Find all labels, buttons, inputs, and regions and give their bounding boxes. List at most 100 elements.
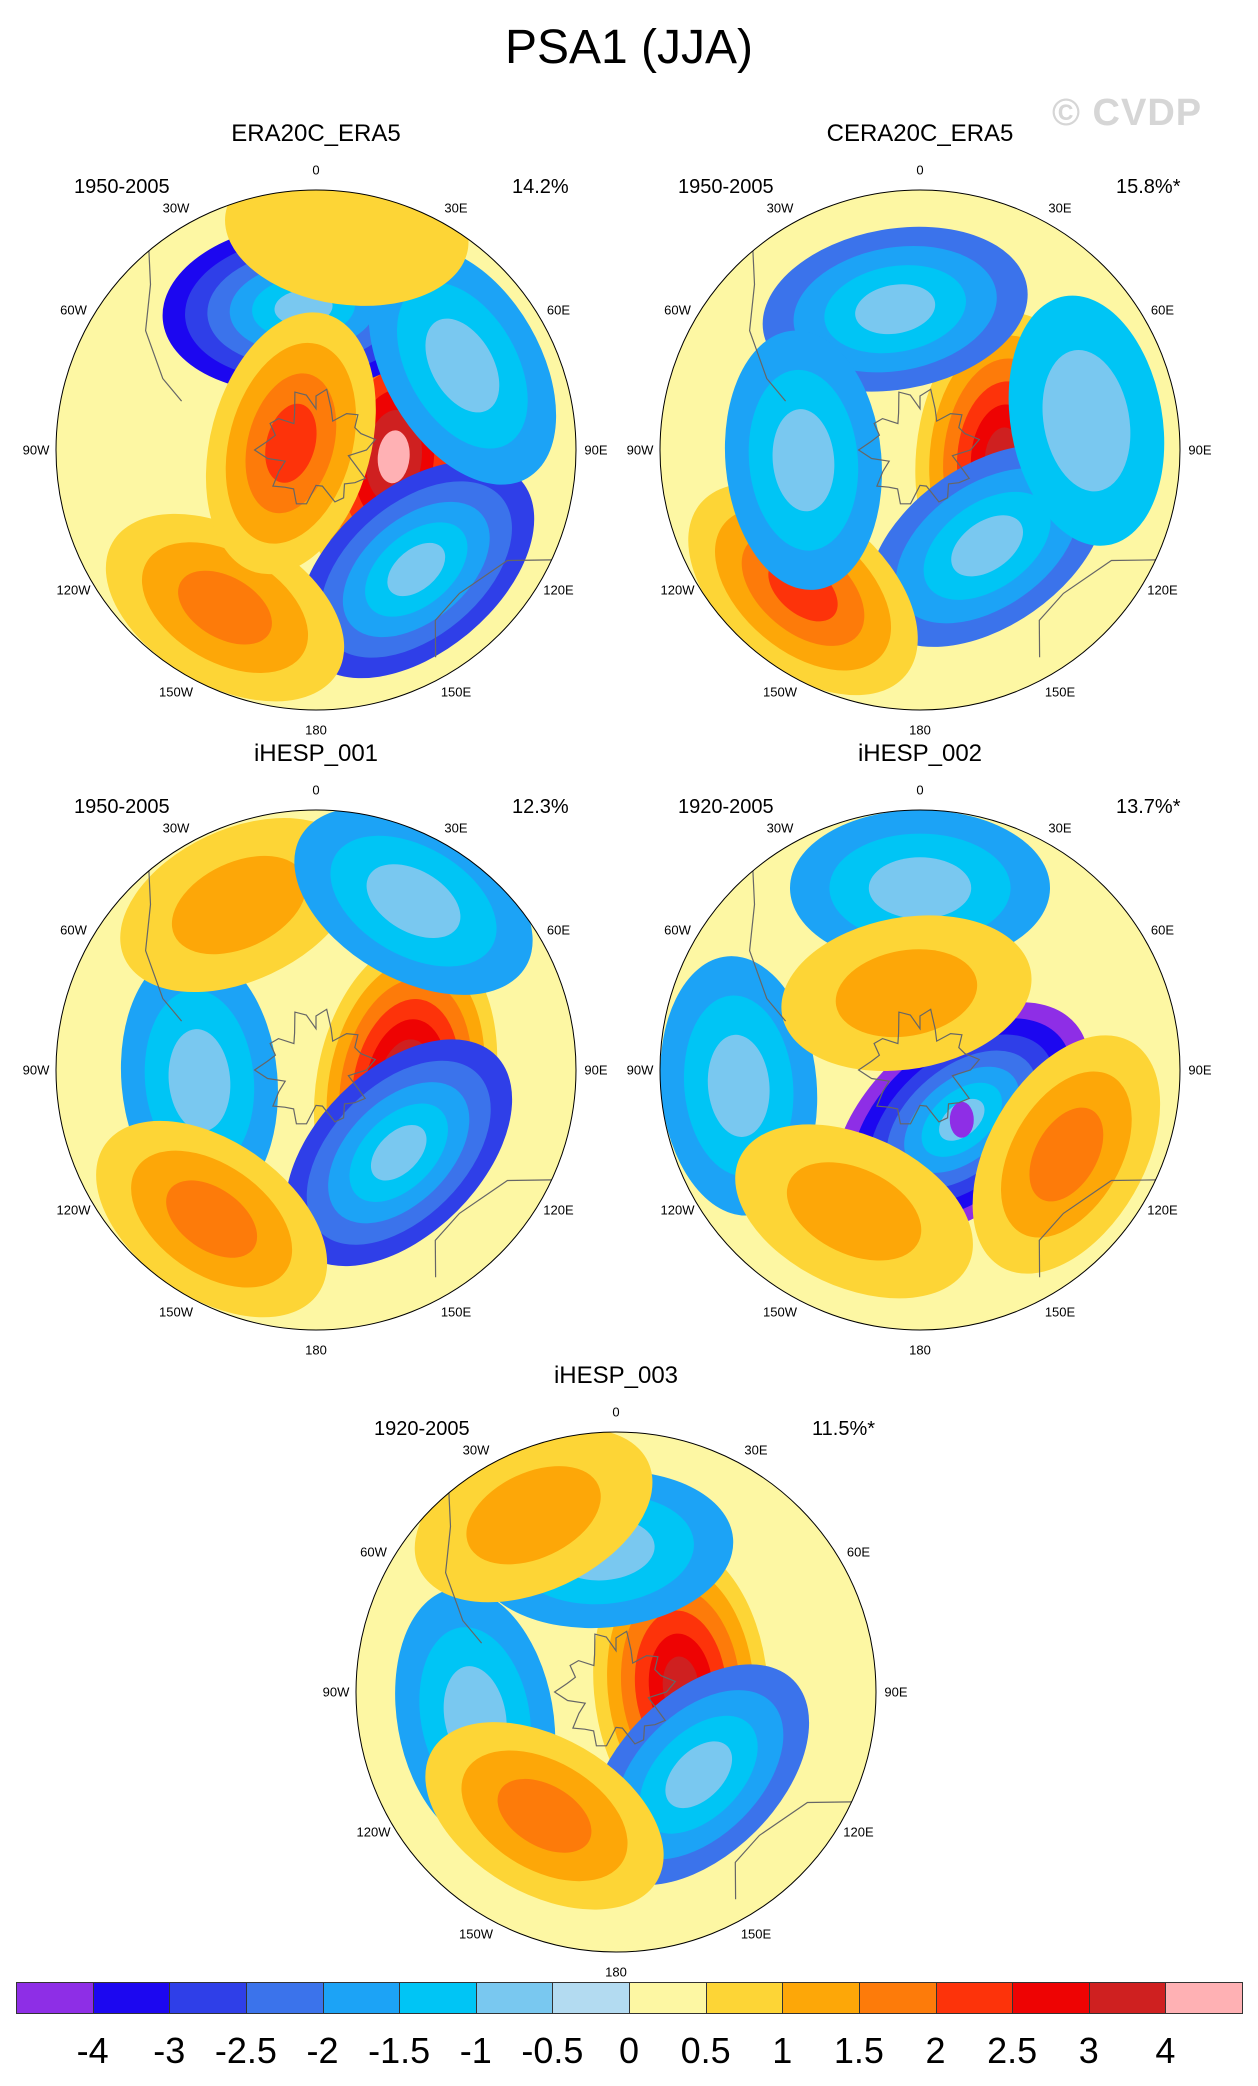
- longitude-label: 150E: [1044, 684, 1076, 700]
- colorbar-segment: [705, 1982, 784, 2014]
- longitude-label: 120W: [660, 1202, 695, 1218]
- polar-map: [659, 809, 1181, 1331]
- colorbar-segment: [1165, 1982, 1243, 2014]
- longitude-label: 120W: [56, 1202, 91, 1218]
- map-panel: iHESP_003 1920-2005 11.5%* 0 30E 60E 90E 120E 15…: [323, 1362, 908, 1980]
- colorbar-label: 4: [1155, 2030, 1176, 2071]
- longitude-label: 90W: [22, 442, 50, 458]
- australia-coastline: [1038, 559, 1156, 658]
- anomaly-contour: [178, 570, 272, 645]
- colorbar-segment: [1088, 1982, 1167, 2014]
- anomaly-contour: [707, 1034, 770, 1137]
- south-america-coastline: [748, 870, 787, 1022]
- anomaly-contour: [466, 1466, 601, 1565]
- south-america-coastline: [144, 250, 183, 402]
- colorbar-label: -3: [153, 2030, 186, 2071]
- longitude-label: 60W: [664, 922, 691, 938]
- longitude-label: 60W: [60, 302, 87, 318]
- anomaly-contour: [168, 1029, 231, 1132]
- longitude-label: 120E: [543, 1202, 574, 1218]
- panel-title: ERA20C_ERA5: [231, 120, 401, 147]
- anomaly-contour: [835, 949, 978, 1038]
- antarctica-coastline: [857, 388, 981, 505]
- colorbar-label: -1.5: [368, 2030, 431, 2071]
- colorbar-segment: [322, 1982, 401, 2014]
- longitude-label: 120W: [56, 582, 91, 598]
- longitude-label: 90W: [322, 1684, 350, 1700]
- polar-map: [55, 809, 577, 1331]
- panel-variance: 12.3%: [512, 796, 569, 818]
- longitude-label: 30E: [1048, 820, 1072, 835]
- longitude-label: 120W: [356, 1824, 391, 1840]
- longitude-label: 90W: [626, 1062, 654, 1078]
- longitude-label: 0: [312, 782, 320, 798]
- colorbar: [16, 1982, 1243, 2016]
- south-america-coastline: [144, 870, 183, 1022]
- colorbar-label: 0: [618, 2030, 640, 2071]
- longitude-label: 150W: [763, 684, 797, 700]
- colorbar-segment: [1012, 1982, 1090, 2014]
- south-america-coastline: [444, 1492, 483, 1644]
- longitude-label: 90E: [584, 1062, 608, 1078]
- longitude-label: 30E: [444, 820, 468, 835]
- longitude-label: 30W: [766, 200, 794, 215]
- longitude-label: 180: [305, 1342, 327, 1358]
- map-rim: [55, 189, 577, 711]
- panel-period: 1950-2005: [74, 796, 170, 818]
- antarctica-coastline: [857, 1008, 981, 1125]
- longitude-label: 30E: [1048, 200, 1072, 215]
- longitude-label: 90E: [1188, 1062, 1212, 1078]
- polar-map: [55, 189, 577, 711]
- colorbar-segment: [16, 1982, 94, 2014]
- colorbar-label: 2: [925, 2030, 946, 2071]
- panel-variance: 15.8%*: [1116, 176, 1181, 198]
- panel-variance: 13.7%*: [1116, 796, 1181, 818]
- anomaly-contour: [171, 855, 307, 955]
- colorbar-segment: [858, 1982, 937, 2014]
- anomaly-contour: [425, 318, 500, 413]
- longitude-label: 60W: [60, 922, 87, 938]
- longitude-label: 60W: [360, 1544, 387, 1560]
- longitude-label: 90E: [1188, 442, 1212, 458]
- anomaly-contour: [786, 1162, 922, 1261]
- longitude-label: 90E: [584, 442, 608, 458]
- anomaly-contour: [772, 409, 835, 512]
- panel-title: iHESP_002: [857, 740, 983, 767]
- colorbar-label: 3: [1078, 2030, 1099, 2071]
- longitude-label: 150W: [159, 684, 193, 700]
- longitude-label: 120E: [1147, 582, 1178, 598]
- longitude-label: 150E: [440, 1304, 472, 1320]
- longitude-label: 90W: [626, 442, 654, 458]
- anomaly-contour: [951, 515, 1024, 577]
- colorbar-segment: [169, 1982, 247, 2014]
- colorbar-label: -2: [306, 2030, 339, 2071]
- longitude-label: 90E: [884, 1684, 908, 1700]
- longitude-label: 120E: [843, 1824, 874, 1840]
- panel-period: 1950-2005: [74, 176, 170, 198]
- longitude-label: 150W: [459, 1926, 493, 1942]
- longitude-label: 30W: [766, 820, 794, 835]
- longitude-label: 60E: [546, 922, 571, 938]
- map-panel: ERA20C_ERA5 1950-2005 14.2% 0 30E 60E 90E 120E 1…: [23, 120, 608, 738]
- anomaly-contour: [166, 1180, 258, 1258]
- antarctica-coastline: [253, 388, 377, 505]
- colorbar-label: 0.5: [680, 2030, 731, 2071]
- longitude-label: 0: [312, 162, 320, 178]
- panel-period: 1950-2005: [678, 176, 774, 198]
- longitude-label: 30E: [444, 200, 468, 215]
- antarctica-coastline: [553, 1630, 677, 1747]
- colorbar-segment: [552, 1982, 630, 2014]
- anomaly-contour: [497, 1778, 592, 1853]
- longitude-label: 60E: [1150, 922, 1175, 938]
- colorbar-label: 2.5: [987, 2030, 1038, 2071]
- map-rim: [659, 809, 1181, 1331]
- australia-coastline: [434, 559, 552, 658]
- map-panel: iHESP_002 1920-2005 13.7%* 0 30E 60E 90E 120E 15…: [627, 740, 1212, 1358]
- longitude-label: 90W: [22, 1062, 50, 1078]
- longitude-label: 0: [916, 782, 924, 798]
- colorbar-label: -0.5: [521, 2030, 584, 2071]
- anomaly-contour: [387, 542, 446, 597]
- colorbar-segment: [935, 1982, 1014, 2014]
- longitude-label: 120W: [660, 582, 695, 598]
- colorbar-label: -4: [76, 2030, 109, 2071]
